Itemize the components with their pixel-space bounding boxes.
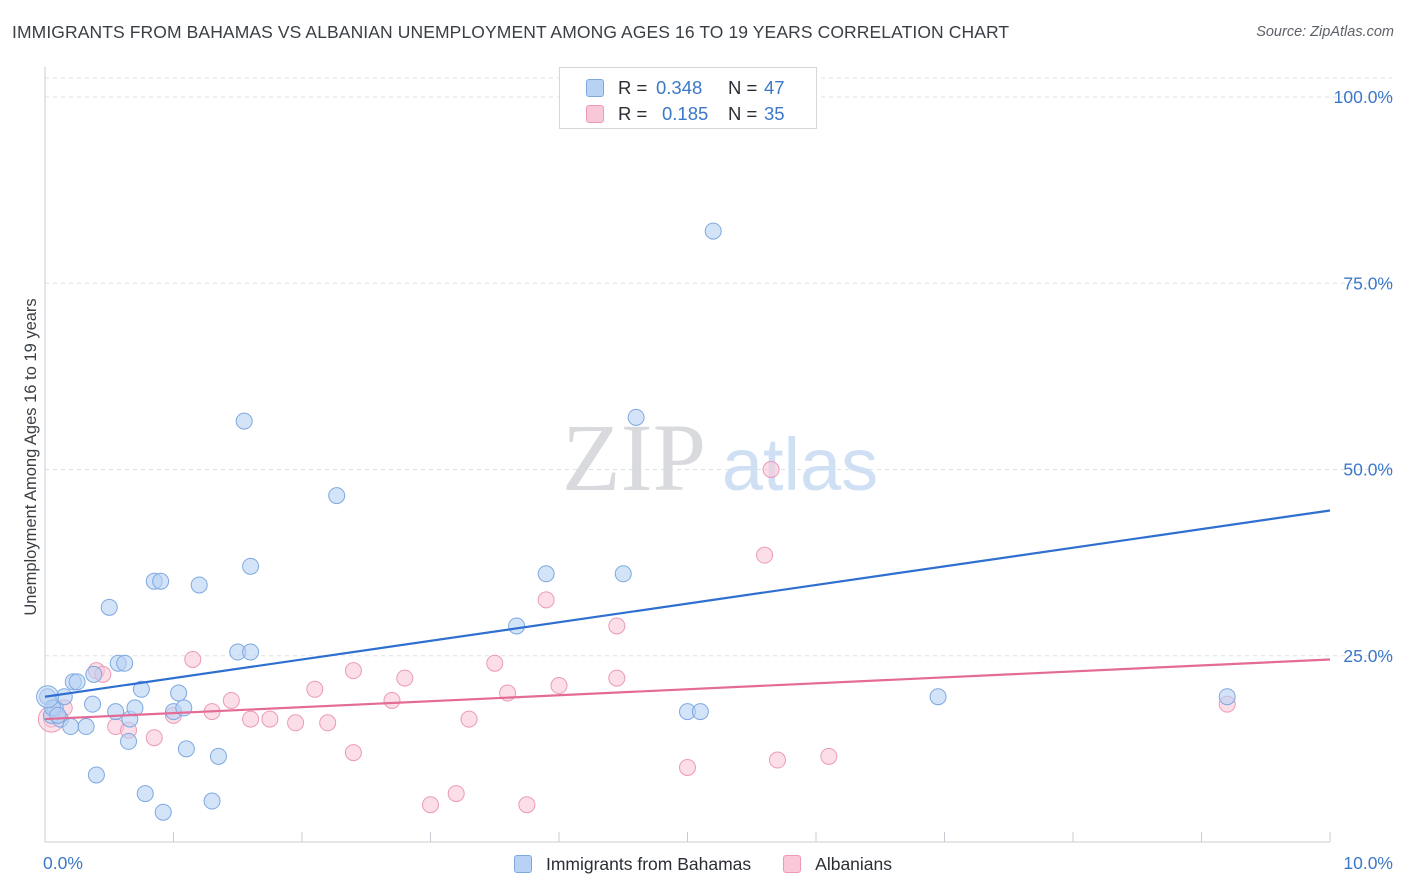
source-label: Source: ZipAtlas.com [1256, 24, 1394, 40]
data-point [261, 710, 279, 728]
legend-label: Immigrants from Bahamas [545, 853, 752, 874]
data-point [107, 703, 125, 721]
blue-swatch [513, 855, 532, 873]
data-point [704, 222, 722, 240]
data-point [608, 669, 626, 687]
data-point [756, 546, 774, 564]
data-point [762, 461, 780, 478]
data-point [222, 691, 240, 709]
data-point [608, 617, 626, 635]
data-point [508, 617, 526, 635]
data-point [190, 576, 208, 594]
data-point [460, 710, 478, 728]
r-value: 0.348 [656, 77, 703, 98]
trend-lines [44, 509, 1331, 721]
trend-line-albanians [44, 658, 1331, 721]
data-point [235, 412, 253, 430]
stats-row-bahamas: R = 0.348 N = 47 [586, 77, 785, 99]
data-point [62, 718, 80, 736]
data-point [120, 732, 138, 750]
data-point [170, 684, 188, 702]
stats-row-albanians: R = 0.185 N = 35 [586, 103, 785, 125]
r-value: 0.185 [662, 103, 709, 124]
data-point [768, 751, 786, 769]
data-point [820, 747, 838, 765]
data-point [550, 677, 568, 695]
data-point [132, 680, 150, 698]
data-point [537, 591, 555, 609]
data-point [486, 654, 504, 672]
data-point [328, 487, 346, 505]
data-point [929, 688, 947, 706]
data-point [203, 792, 221, 810]
data-point [242, 557, 260, 575]
data-point [396, 669, 414, 687]
watermark-atlas: atlas [722, 423, 878, 506]
data-point [518, 796, 536, 814]
data-point [177, 740, 195, 758]
data-point [344, 744, 362, 762]
data-point [319, 714, 337, 732]
data-point [679, 759, 696, 776]
n-value: 35 [764, 103, 785, 124]
data-point [136, 785, 154, 803]
series-bahamas [36, 222, 1236, 821]
data-point [614, 565, 632, 583]
data-point [242, 643, 260, 661]
data-point [145, 729, 163, 747]
data-point [447, 785, 465, 803]
y-tick-label: 25.0% [1343, 646, 1393, 666]
data-point [126, 699, 144, 717]
legend-item-bahamas[interactable]: Immigrants from Bahamas [513, 853, 752, 875]
r-label: R = [618, 103, 648, 124]
stats-legend: R = 0.348 N = 47 R = 0.185 N = 35 [559, 67, 817, 129]
data-point [77, 718, 95, 736]
blue-swatch [586, 79, 604, 97]
data-point [287, 714, 305, 732]
data-point [84, 695, 102, 713]
data-point [306, 680, 324, 698]
y-tick-label: 100.0% [1334, 87, 1393, 107]
legend-item-albanians[interactable]: Albanians [783, 854, 892, 875]
watermark: ZIP atlas [562, 404, 878, 511]
n-label: N = [728, 77, 758, 98]
data-point [85, 665, 103, 683]
data-point [344, 662, 362, 680]
x-tick-label: 10.0% [1343, 853, 1393, 873]
y-tick-label: 75.0% [1343, 273, 1393, 293]
data-point [242, 710, 260, 728]
n-value: 47 [764, 77, 785, 98]
pink-swatch [783, 855, 802, 873]
data-point [116, 654, 134, 672]
tick-labels: 25.0% 50.0% 75.0% 100.0% 0.0% 10.0% [43, 87, 1393, 873]
data-point [154, 803, 172, 821]
data-point [68, 673, 86, 691]
trend-line-bahamas [44, 509, 1331, 698]
data-point [100, 598, 118, 616]
data-point [87, 766, 105, 784]
data-point [152, 572, 170, 590]
y-tick-label: 50.0% [1343, 460, 1393, 480]
pink-swatch [586, 105, 604, 123]
data-point [184, 650, 202, 668]
data-point [49, 706, 67, 724]
data-point [209, 747, 227, 765]
chart-title: IMMIGRANTS FROM BAHAMAS VS ALBANIAN UNEM… [12, 22, 1010, 42]
data-point [383, 691, 401, 709]
legend-label: Albanians [815, 853, 893, 874]
series-legend: Immigrants from Bahamas Albanians [0, 852, 1406, 876]
data-point [537, 565, 555, 583]
data-point [1218, 688, 1236, 706]
n-label: N = [728, 103, 758, 124]
x-tick-label: 0.0% [43, 853, 83, 873]
r-label: R = [618, 77, 648, 98]
data-point [627, 408, 645, 426]
y-axis-label: Unemployment Among Ages 16 to 19 years [22, 298, 40, 615]
data-point [691, 703, 709, 721]
data-point [422, 796, 439, 814]
